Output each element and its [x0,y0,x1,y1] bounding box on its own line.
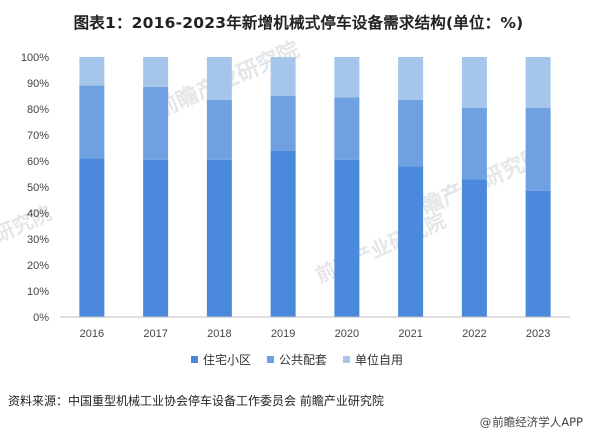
bar-segment [461,179,487,317]
legend-swatch [343,356,350,363]
bar-segment [461,107,487,180]
x-axis: 2016 2017 2018 2019 2020 2021 2022 2023 [80,328,551,340]
y-tick-label: 80% [27,104,49,116]
x-tick-label: 2016 [80,328,104,340]
bar-segment [525,190,551,317]
bar-segment [334,57,360,98]
legend-swatch [191,356,198,363]
bar-segment [270,150,296,317]
bar-segment [79,158,105,317]
source-note: 资料来源：中国重型机械工业协会停车设备工作委员会 前瞻产业研究院 [8,394,384,408]
at-symbol: @ [479,415,492,429]
bar-segment [461,57,487,108]
y-tick-label: 50% [27,182,49,194]
y-tick-label: 60% [27,156,49,168]
legend-label: 公共配套 [279,353,327,367]
legend-label: 单位自用 [355,352,403,367]
bars-area [79,57,551,317]
y-tick-label: 70% [27,130,49,142]
y-tick-label: 40% [27,208,49,220]
bar-segment [525,57,551,108]
y-tick-label: 30% [27,234,49,246]
brand-name: 前瞻经济学人APP [492,415,583,429]
y-tick-label: 20% [27,260,49,272]
y-tick-label: 90% [27,78,49,90]
legend: 住宅小区 公共配套 单位自用 [191,352,403,367]
y-axis: 0% 10% 20% 30% 40% 50% 60% 70% 80% 90% 100% [21,52,49,324]
bar-segment [398,99,424,167]
x-tick-label: 2017 [143,328,167,340]
x-tick-label: 2021 [398,328,422,340]
bar-segment [334,97,360,160]
x-tick-label: 2022 [462,328,486,340]
x-tick-label: 2018 [207,328,231,340]
legend-swatch [267,356,274,363]
bar-segment [79,57,105,86]
x-tick-label: 2020 [335,328,359,340]
bar-segment [206,57,232,100]
stacked-bar-chart: 0%10%20%30%40%50%60%70%80%90%100% 2016 20… [21,52,570,367]
bar-segment [270,57,296,96]
bar-segment [206,99,232,160]
y-tick-label: 0% [33,312,49,324]
y-tick-label: 100% [21,52,49,64]
bar-segment [398,57,424,100]
chart-title: 图表1：2016-2023年新增机械式停车设备需求结构(单位：%) [73,14,524,32]
y-tick-label: 10% [27,286,49,298]
x-tick-label: 2023 [526,328,550,340]
bar-segment [334,159,360,317]
bar-segment [79,85,105,159]
bar-segment [143,57,169,87]
bar-segment [206,159,232,317]
bar-segment [143,159,169,317]
legend-label: 住宅小区 [203,352,251,367]
bar-segment [143,86,169,160]
x-tick-label: 2019 [271,328,295,340]
bar-segment [525,107,551,191]
bar-segment [398,166,424,317]
brand-credit: @前瞻经济学人APP [480,414,583,430]
bar-segment [270,96,296,151]
